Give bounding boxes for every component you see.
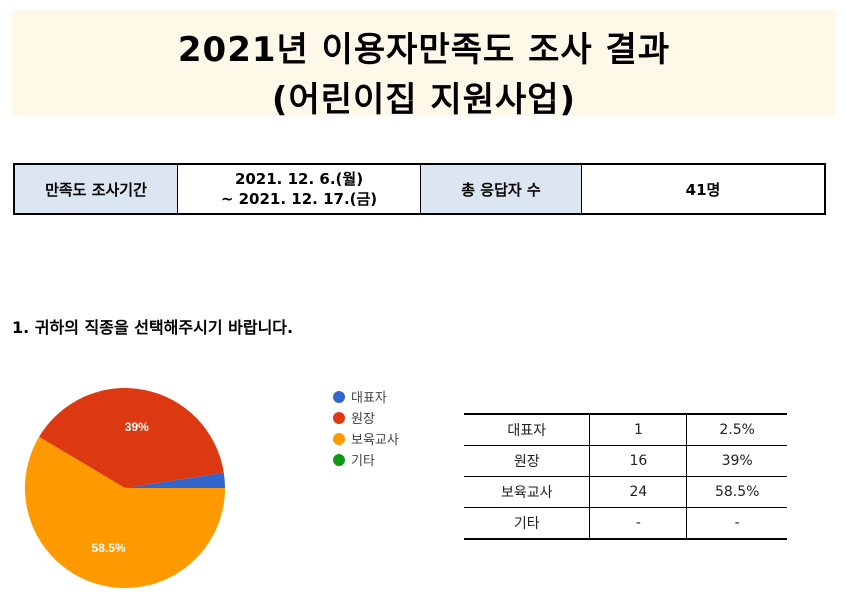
table-cell: 24 [589,476,687,508]
period-value: 2021. 12. 6.(월) ~ 2021. 12. 17.(금) [177,163,421,215]
legend-label: 기타 [351,454,375,469]
table-cell: 원장 [464,445,590,477]
legend-label: 대표자 [351,391,387,406]
pie-slice-2 [39,387,224,488]
legend-label: 보육교사 [351,433,399,448]
table-cell: 대표자 [464,414,590,446]
legend-swatch [333,390,345,403]
respondents-value: 41명 [581,163,826,215]
legend-item: 원장 [333,407,399,428]
pie-slice-label: 39% [125,420,149,434]
table-cell: - [589,507,687,539]
respondents-label: 총 응답자 수 [420,163,582,215]
table-cell: 기타 [513,516,540,532]
pie-slice-label: 58.5% [92,541,126,555]
page-title: 2021년 이용자만족도 조사 결과 [177,30,671,70]
page-subtitle: (어린이집 지원사업) [271,80,577,120]
table-cell: 보육교사 [464,476,590,508]
table-cell: 16 [589,445,687,477]
period-label: 만족도 조사기간 [13,163,178,215]
table-row: 기타 - - [464,507,787,539]
stats-table: 대표자 1 2.5% 원장 16 39% 보육교사 24 58.5% 기타 - - [464,413,787,540]
table-cell: 2.5% [686,414,787,446]
question-title: 1. 귀하의 직종을 선택해주시기 바랍니다. [12,318,294,337]
survey-info-table: 만족도 조사기간 2021. 12. 6.(월) ~ 2021. 12. 17.… [13,163,826,215]
legend-swatch [333,432,345,445]
pie-slice-1 [125,472,225,488]
pie-chart: 39% 58.5% [25,387,226,588]
legend-item: 대표자 [333,386,399,407]
period-start: 2021. 12. 6.(월) [234,170,364,188]
legend-item: 보육교사 [333,428,399,449]
legend-item: 기타 [333,449,399,470]
table-cell: 39% [686,445,787,477]
table-row: 대표자 1 2.5% [464,414,787,446]
title-banner: 2021년 이용자만족도 조사 결과 (어린이집 지원사업) [12,10,836,120]
legend-label: 원장 [351,412,375,427]
period-end: ~ 2021. 12. 17.(금) [220,190,378,208]
table-cell: - [686,507,787,539]
pie-slice-3 [25,436,226,588]
table-row: 원장 16 39% [464,445,787,477]
table-row: 보육교사 24 58.5% [464,476,787,508]
legend-swatch [333,453,345,466]
legend-swatch [333,411,345,424]
table-cell: 1 [589,414,687,446]
table-cell: 58.5% [686,476,787,508]
